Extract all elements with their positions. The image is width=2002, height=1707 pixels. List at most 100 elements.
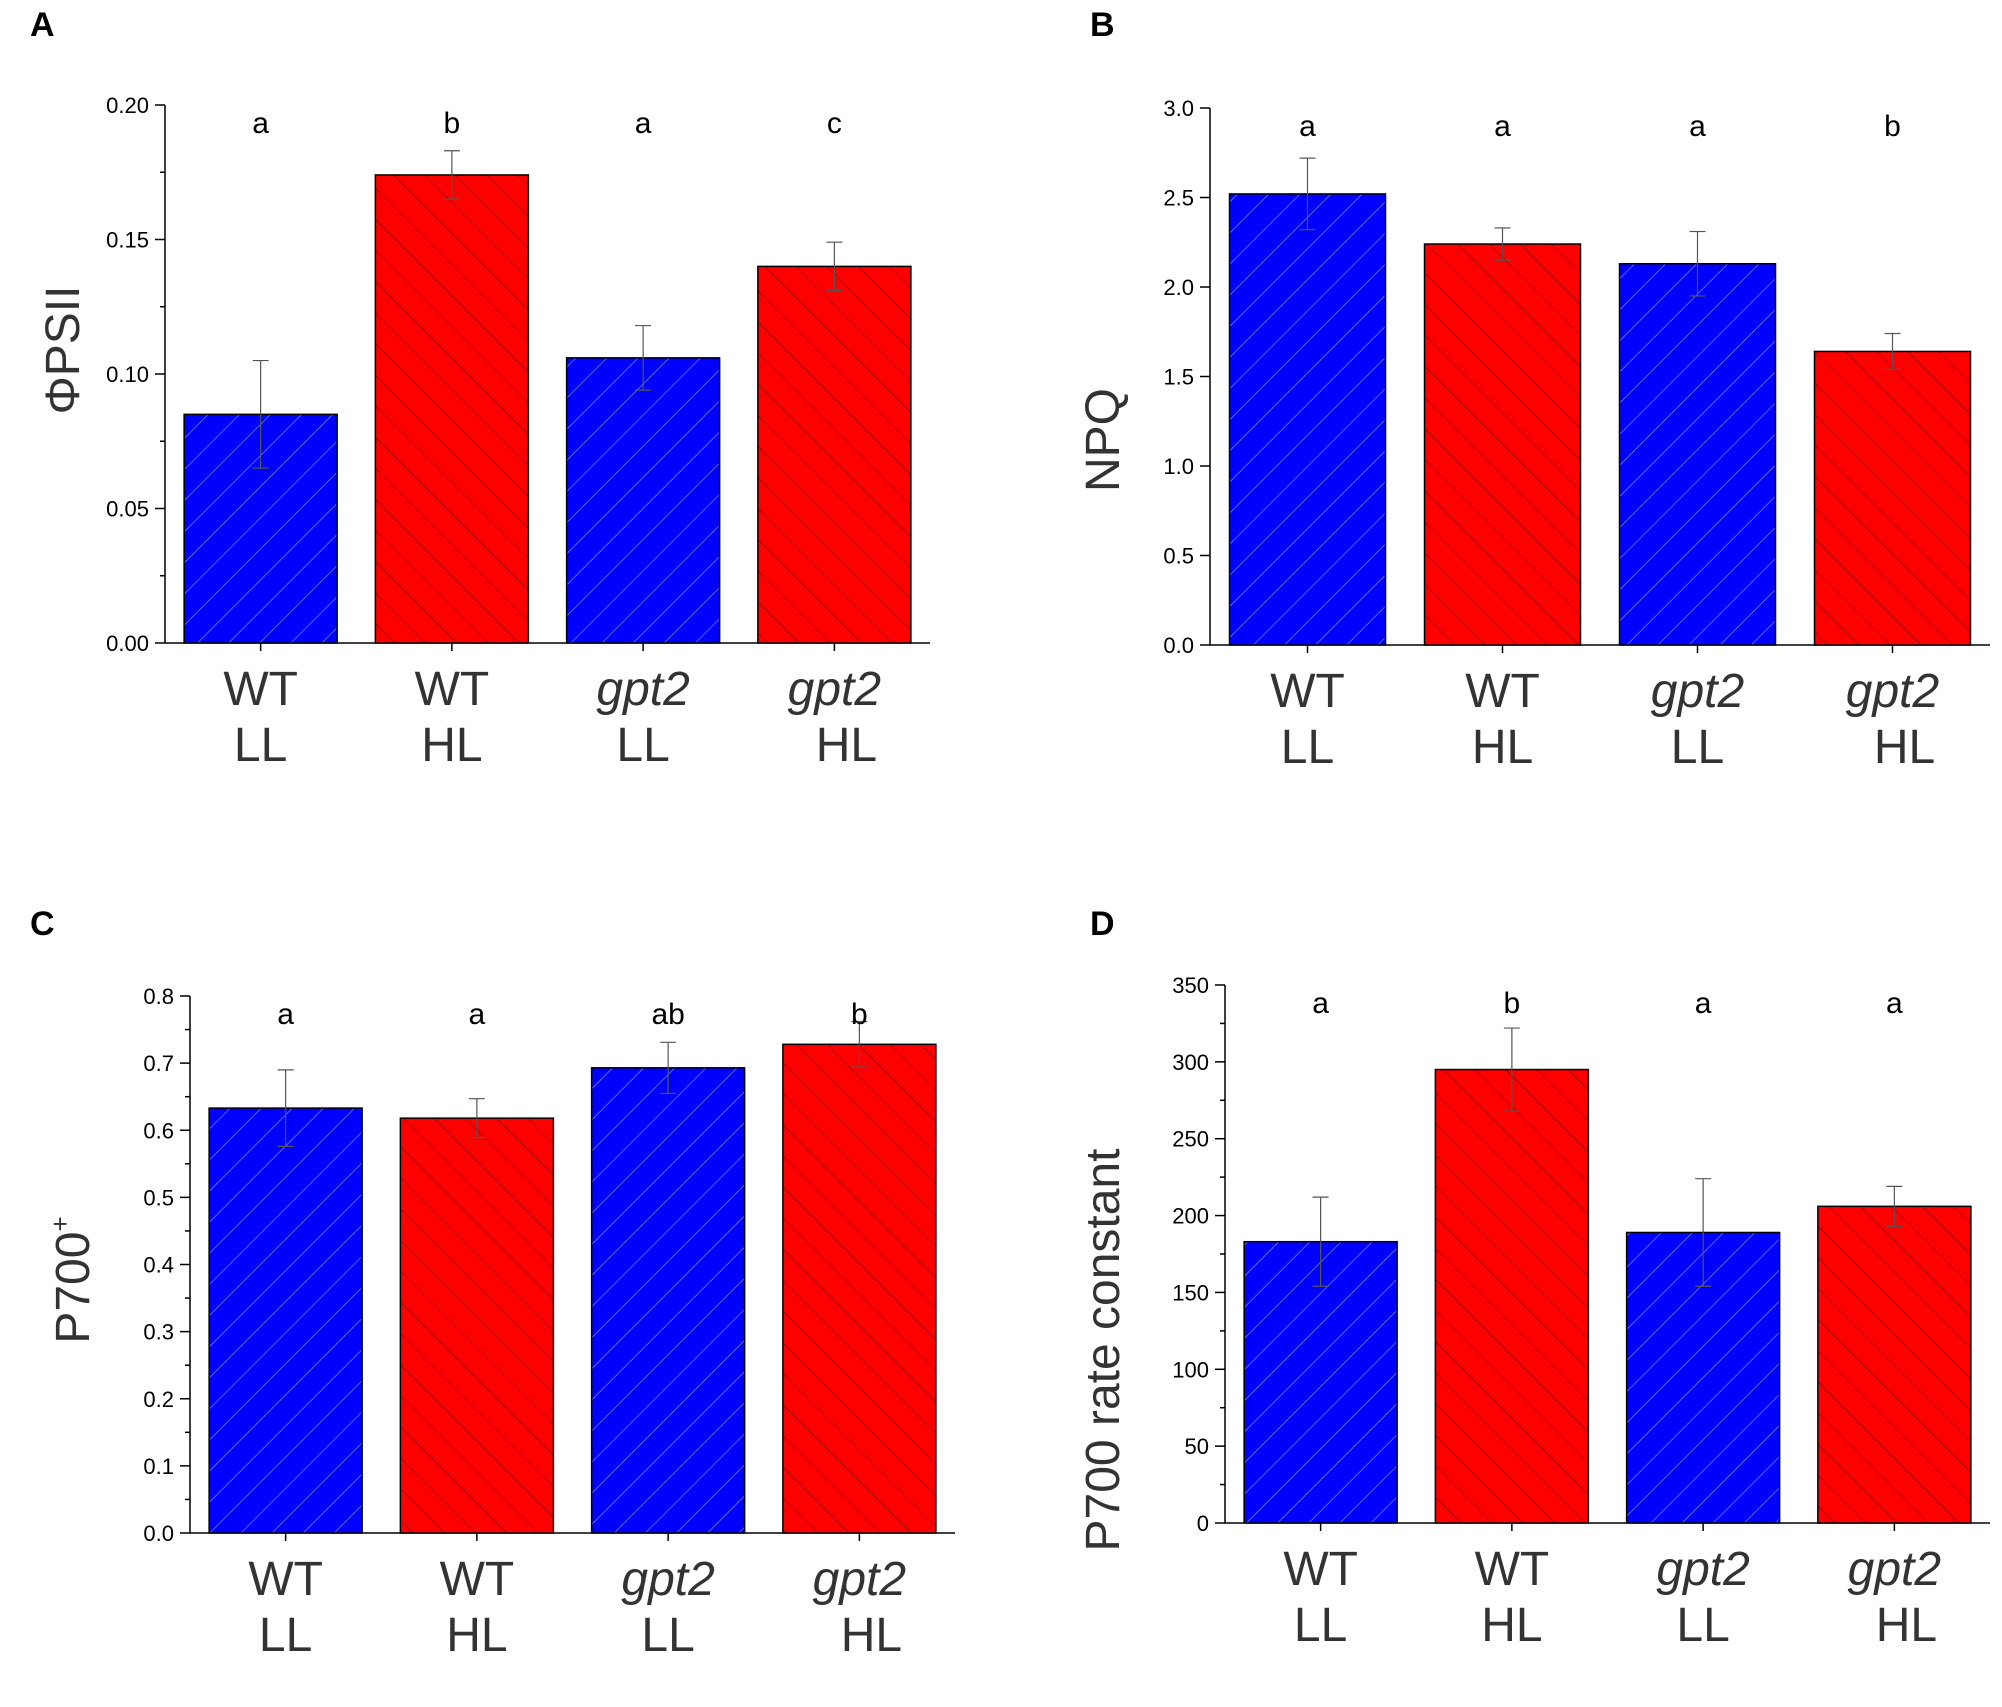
y-tick-label: 0.05 [106, 497, 149, 522]
x-tick-label-line2: HL [1472, 721, 1533, 774]
y-tick-label: 300 [1172, 1050, 1209, 1075]
y-tick-label: 200 [1172, 1204, 1209, 1229]
panel-label: A [30, 6, 55, 44]
x-tick-label-line1: WT [223, 663, 298, 716]
panel-label: C [30, 905, 55, 943]
y-tick-label: 0.1 [143, 1454, 174, 1479]
x-tick-label-line1: gpt2 [596, 663, 689, 716]
y-tick-label: 50 [1185, 1434, 1209, 1459]
x-tick-label-line2: HL [421, 719, 482, 772]
x-tick-label-line1: gpt2 [621, 1553, 714, 1606]
bar-wt-hl [1423, 243, 1582, 646]
x-tick-label-line2: LL [1671, 721, 1724, 774]
y-tick-label: 0.3 [143, 1320, 174, 1345]
bar-wt-hl [374, 174, 530, 644]
x-tick-label-line2: HL [446, 1609, 507, 1662]
x-tick-label-line1: gpt2 [788, 663, 881, 716]
bar-wt-ll [1243, 1240, 1398, 1524]
x-tick-label-line1: WT [440, 1553, 515, 1606]
x-tick-label-line2: LL [234, 719, 287, 772]
y-tick-label: 0.5 [143, 1185, 174, 1210]
x-tick-label-line2: HL [1874, 721, 1935, 774]
x-tick-label-line2: HL [816, 719, 877, 772]
significance-label: a [1312, 987, 1329, 1020]
x-tick-label-line2: LL [641, 1609, 694, 1662]
y-tick-label: 0.2 [143, 1387, 174, 1412]
x-tick-label-line2: HL [1876, 1599, 1937, 1652]
y-tick-label: 2.0 [1163, 275, 1194, 300]
y-axis-label-superscript: + [45, 1216, 75, 1231]
significance-label: ab [651, 998, 684, 1031]
chart-panel-b: B0.00.51.01.52.02.53.0NPQaWTLLaWTHLagpt2… [1077, 6, 1990, 774]
bar-wt-ll [1228, 193, 1387, 646]
y-axis-label-text: NPQ [1077, 388, 1130, 492]
y-tick-label: 350 [1172, 973, 1209, 998]
bar-wt-hl [399, 1117, 555, 1534]
chart-panel-a: A0.000.050.100.150.20ΦPSIIaWTLLbWTHLagpt… [30, 6, 930, 772]
chart-panel-d: D 0 50 100 150 200 250 300 350 P700 rate constant… [1077, 905, 1990, 1652]
bar-gpt2-hl [757, 265, 912, 644]
panel-label: D [1090, 905, 1115, 943]
bar-gpt2-hl [782, 1043, 937, 1534]
y-axis-label-text: P700 [47, 1232, 100, 1344]
x-tick-label-line2: HL [841, 1609, 902, 1662]
bar-gpt2-ll [565, 357, 721, 644]
y-axis-label: NPQ [1077, 388, 1130, 492]
y-tick-label: 0.0 [143, 1521, 174, 1546]
y-tick-label: 0.5 [1163, 544, 1194, 569]
y-tick-label: 0.0 [1163, 633, 1194, 658]
y-tick-label: 0.4 [143, 1253, 174, 1278]
significance-label: a [469, 998, 486, 1031]
y-tick-label: 100 [1172, 1357, 1209, 1382]
bar-gpt2-ll [1618, 262, 1777, 646]
x-tick-label-line1: WT [415, 663, 490, 716]
bar-gpt2-ll [590, 1067, 746, 1534]
x-tick-label-line1: gpt2 [1848, 1543, 1941, 1596]
bar-gpt2-hl [1813, 350, 1972, 646]
x-tick-label-line1: gpt2 [1651, 665, 1744, 718]
bar-gpt2-hl [1817, 1205, 1972, 1524]
y-tick-label: 0.6 [143, 1118, 174, 1143]
y-tick-label: 2.5 [1163, 186, 1194, 211]
significance-label: a [1689, 110, 1706, 143]
significance-label: a [277, 998, 294, 1031]
y-tick-label: 0 [1197, 1511, 1209, 1536]
y-axis-label-text: P700 rate constant [1077, 1149, 1130, 1552]
x-tick-label-line1: gpt2 [813, 1553, 906, 1606]
x-tick-label-line2: LL [1676, 1599, 1729, 1652]
x-tick-label-line1: WT [1270, 665, 1345, 718]
significance-label: b [851, 998, 868, 1031]
significance-label: a [1695, 987, 1712, 1020]
x-tick-label-line1: gpt2 [1846, 665, 1939, 718]
chart-panel-c: C0.00.10.20.30.40.50.60.70.8P700+aWTLLaW… [30, 905, 955, 1662]
y-axis-label: P700+ [45, 1216, 100, 1343]
significance-label: a [1886, 987, 1903, 1020]
y-tick-label: 0.15 [106, 228, 149, 253]
x-tick-label-line2: HL [1481, 1599, 1542, 1652]
bar-wt-ll [208, 1107, 363, 1534]
y-tick-label: 250 [1172, 1127, 1209, 1152]
y-tick-label: 0.7 [143, 1051, 174, 1076]
y-tick-label: 0.20 [106, 93, 149, 118]
y-tick-label: 0.00 [106, 631, 149, 656]
panel-label: B [1090, 6, 1115, 44]
x-tick-label-line2: LL [1281, 721, 1334, 774]
y-tick-label: 1.0 [1163, 454, 1194, 479]
significance-label: a [252, 107, 269, 140]
significance-label: b [1884, 110, 1901, 143]
significance-label: a [1299, 110, 1316, 143]
significance-label: a [635, 107, 652, 140]
y-tick-label: 1.5 [1163, 365, 1194, 390]
x-tick-label-line2: LL [616, 719, 669, 772]
x-tick-label-line1: WT [1283, 1543, 1358, 1596]
y-axis-label: ΦPSII [37, 286, 90, 415]
x-tick-label-line1: WT [248, 1553, 323, 1606]
x-tick-label-line2: LL [1294, 1599, 1347, 1652]
significance-label: b [444, 107, 461, 140]
significance-label: c [827, 107, 842, 140]
x-tick-label-line2: LL [259, 1609, 312, 1662]
x-tick-label-line1: WT [1475, 1543, 1550, 1596]
y-tick-label: 0.10 [106, 362, 149, 387]
x-tick-label-line1: gpt2 [1656, 1543, 1749, 1596]
